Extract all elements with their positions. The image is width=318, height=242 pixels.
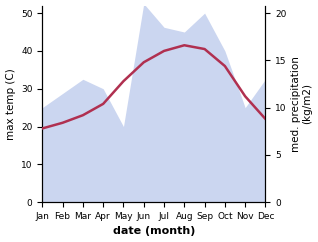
- Y-axis label: max temp (C): max temp (C): [5, 68, 16, 140]
- X-axis label: date (month): date (month): [113, 227, 195, 236]
- Y-axis label: med. precipitation
(kg/m2): med. precipitation (kg/m2): [291, 56, 313, 152]
